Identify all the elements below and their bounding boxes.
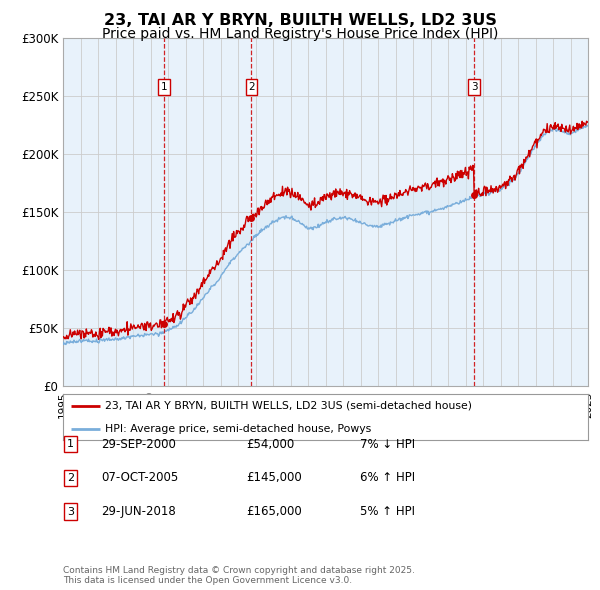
Text: £165,000: £165,000 [246,505,302,518]
Text: 1: 1 [160,82,167,92]
Text: 7% ↓ HPI: 7% ↓ HPI [360,438,415,451]
Text: 23, TAI AR Y BRYN, BUILTH WELLS, LD2 3US (semi-detached house): 23, TAI AR Y BRYN, BUILTH WELLS, LD2 3US… [105,401,472,411]
Text: 29-SEP-2000: 29-SEP-2000 [101,438,176,451]
Text: 1: 1 [67,440,74,449]
Text: Price paid vs. HM Land Registry's House Price Index (HPI): Price paid vs. HM Land Registry's House … [102,27,498,41]
Text: 2: 2 [67,473,74,483]
Text: Contains HM Land Registry data © Crown copyright and database right 2025.
This d: Contains HM Land Registry data © Crown c… [63,566,415,585]
Text: 5% ↑ HPI: 5% ↑ HPI [360,505,415,518]
Text: 2: 2 [248,82,255,92]
Text: 6% ↑ HPI: 6% ↑ HPI [360,471,415,484]
Text: 23, TAI AR Y BRYN, BUILTH WELLS, LD2 3US: 23, TAI AR Y BRYN, BUILTH WELLS, LD2 3US [104,13,496,28]
Text: HPI: Average price, semi-detached house, Powys: HPI: Average price, semi-detached house,… [105,424,371,434]
Text: £54,000: £54,000 [246,438,294,451]
Text: 07-OCT-2005: 07-OCT-2005 [101,471,178,484]
Text: 3: 3 [67,507,74,516]
Text: £145,000: £145,000 [246,471,302,484]
Text: 3: 3 [471,82,478,92]
Text: 29-JUN-2018: 29-JUN-2018 [101,505,176,518]
